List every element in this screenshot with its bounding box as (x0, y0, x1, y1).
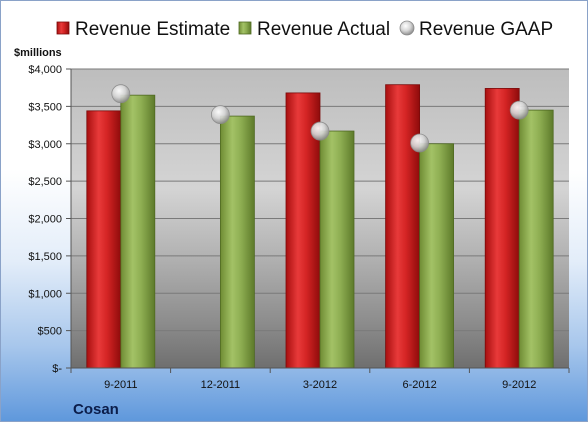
legend-swatch (56, 21, 70, 35)
x-tick-label: 9-2011 (104, 379, 137, 391)
y-tick-label: $3,000 (28, 139, 62, 151)
actual-bar (319, 130, 355, 369)
legend-label: Revenue GAAP (419, 19, 553, 40)
estimate-bar (385, 84, 421, 369)
y-tick-label: $3,500 (28, 101, 62, 113)
x-tick-label: 6-2012 (402, 379, 436, 391)
estimate-bar (86, 110, 122, 369)
x-axis: 9-2011 12-2011 3-2012 6-2012 9-2012 (70, 367, 570, 391)
y-tick-label: $500 (38, 326, 62, 338)
legend-label: Revenue Actual (257, 19, 390, 40)
legend-swatch (238, 21, 252, 35)
gaap-marker (310, 121, 330, 141)
gaap-marker (410, 133, 430, 153)
gaap-marker (210, 105, 230, 124)
actual-bar (219, 115, 255, 369)
y-tick-label: $- (52, 363, 62, 375)
estimate-bar (484, 88, 520, 369)
company-name: Cosan (73, 401, 119, 418)
x-tick-label: 3-2012 (303, 379, 337, 391)
estimate-bar (285, 92, 321, 369)
y-tick-label: $2,000 (28, 214, 62, 226)
y-tick-label: $2,500 (28, 176, 62, 188)
y-axis: $- $500 $1,000 $1,500 $2,000 $2,500 $3,000 $3,5… (28, 64, 72, 375)
gaap-marker (111, 84, 131, 104)
legend: Revenue Estimate Revenue Actual Revenue GA… (56, 19, 553, 40)
x-tick-label: 12-2011 (201, 379, 241, 391)
actual-bar (518, 109, 554, 369)
legend-label: Revenue Estimate (75, 19, 230, 40)
gaap-markers (111, 84, 529, 153)
legend-swatch (399, 20, 415, 36)
bars (86, 84, 554, 369)
actual-bar (419, 143, 455, 369)
y-tick-label: $4,000 (28, 64, 62, 76)
gaap-marker (509, 100, 529, 120)
y-unit-label: $millions (14, 47, 62, 59)
actual-bar (120, 94, 156, 369)
x-tick-label: 9-2012 (502, 379, 536, 391)
y-tick-label: $1,000 (28, 288, 62, 300)
y-tick-label: $1,500 (28, 251, 62, 263)
